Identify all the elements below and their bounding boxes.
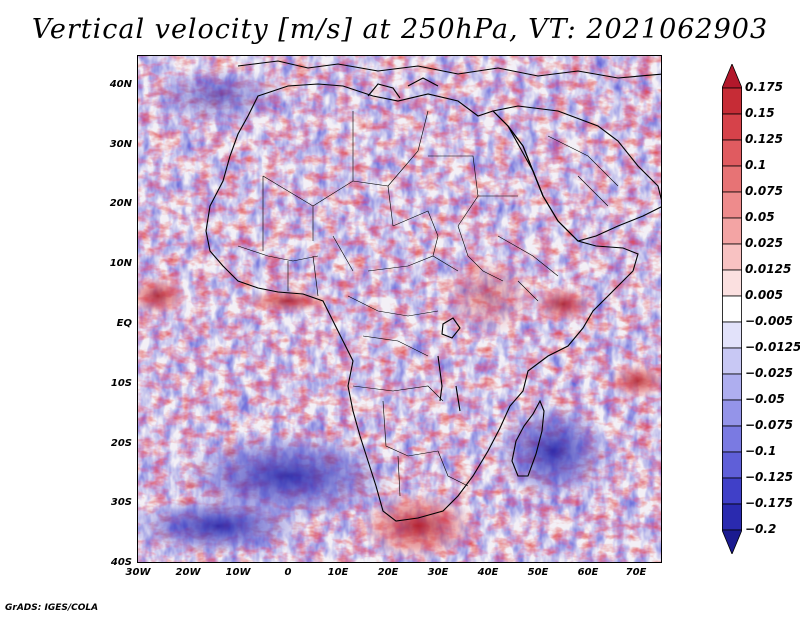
coastlines: [205, 60, 661, 522]
colorbar-tick-label: −0.2: [745, 522, 777, 536]
colorbar-segment: [722, 87, 742, 115]
colorbar-segment: [722, 373, 742, 401]
colorbar-segment: [722, 347, 742, 375]
lon-label-30w: 30W: [125, 567, 151, 578]
ascent-region-central-africa: [438, 256, 538, 336]
lat-label-10n: 10N: [109, 258, 132, 269]
colorbar-tick-label: 0.075: [745, 184, 783, 198]
colorbar-segment: [722, 64, 742, 89]
lon-label-10w: 10W: [225, 567, 251, 578]
colorbar-tick-label: 0.025: [745, 236, 783, 250]
colorbar-tick-label: −0.125: [745, 470, 794, 484]
lat-label-40s: 40S: [110, 557, 132, 568]
colorbar-tick-label: 0.15: [745, 106, 775, 120]
colorbar-segment: [722, 165, 742, 193]
descent-region-southwest: [138, 496, 308, 556]
colorbar-segment: [722, 529, 742, 554]
colorbar-segment: [722, 425, 742, 453]
colorbar-tick-label: 0.1: [745, 158, 767, 172]
descent-region-north-atlantic: [148, 66, 288, 126]
colorbar-tick-label: 0.175: [745, 80, 783, 94]
colorbar-segment: [722, 243, 742, 271]
colorbar-segment: [722, 503, 742, 531]
colorbar-segment: [722, 451, 742, 479]
map-plot-area: [137, 55, 662, 563]
credit-text: GrADS: IGES/COLA: [5, 603, 99, 613]
colorbar-segment: [722, 191, 742, 219]
colorbar-segment: [722, 399, 742, 427]
ascent-region-indian-ocean: [608, 363, 661, 399]
lon-label-20w: 20W: [175, 567, 201, 578]
colorbar-segment: [722, 269, 742, 297]
lat-label-30s: 30S: [110, 497, 132, 508]
country-borders: [237, 110, 619, 497]
colorbar-tick-label: −0.025: [745, 366, 794, 380]
lon-label-0: 0: [284, 567, 292, 578]
lat-label-20n: 20N: [109, 198, 132, 209]
lon-label-40e: 40E: [477, 567, 499, 578]
colorbar-tick-label: −0.175: [745, 496, 794, 510]
colorbar-segment: [722, 139, 742, 167]
ascent-region-gulf-of-guinea: [243, 289, 333, 313]
lon-label-70e: 70E: [625, 567, 647, 578]
lon-label-20e: 20E: [377, 567, 399, 578]
ascent-region-arabian-sea: [533, 286, 593, 322]
colorbar-tick-label: −0.1: [745, 444, 777, 458]
colorbar-segment: [722, 113, 742, 141]
ascent-region-equatorial-atlantic: [138, 276, 188, 316]
colorbar-segment: [722, 321, 742, 349]
lon-label-10e: 10E: [327, 567, 349, 578]
lon-label-50e: 50E: [527, 567, 549, 578]
lat-label-10s: 10S: [110, 378, 132, 389]
lat-label-40n: 40N: [109, 79, 132, 90]
colorbar-segment: [722, 217, 742, 245]
lon-label-30e: 30E: [427, 567, 449, 578]
colorbar-tick-label: 0.005: [745, 288, 783, 302]
colorbar-tick-label: −0.05: [745, 392, 785, 406]
colorbar-tick-label: 0.05: [745, 210, 775, 224]
lat-label-20s: 20S: [110, 438, 132, 449]
colorbar-tick-label: −0.005: [745, 314, 794, 328]
ascent-region-south-africa: [358, 491, 478, 561]
colorbar-tick-label: 0.125: [745, 132, 783, 146]
lon-label-60e: 60E: [577, 567, 599, 578]
lat-label-eq: EQ: [116, 318, 132, 329]
colorbar-tick-label: 0.0125: [745, 262, 792, 276]
colorbar-segment: [722, 477, 742, 505]
lat-label-30n: 30N: [109, 139, 132, 150]
colorbar: [722, 64, 742, 554]
colorbar-tick-label: −0.0125: [745, 340, 800, 354]
chart-title: Vertical velocity [m/s] at 250hPa, VT: 2…: [31, 14, 769, 45]
colorbar-segment: [722, 295, 742, 323]
descent-region-mozambique: [493, 401, 613, 501]
colorbar-tick-label: −0.075: [745, 418, 794, 432]
vertical-velocity-field: [138, 56, 661, 562]
